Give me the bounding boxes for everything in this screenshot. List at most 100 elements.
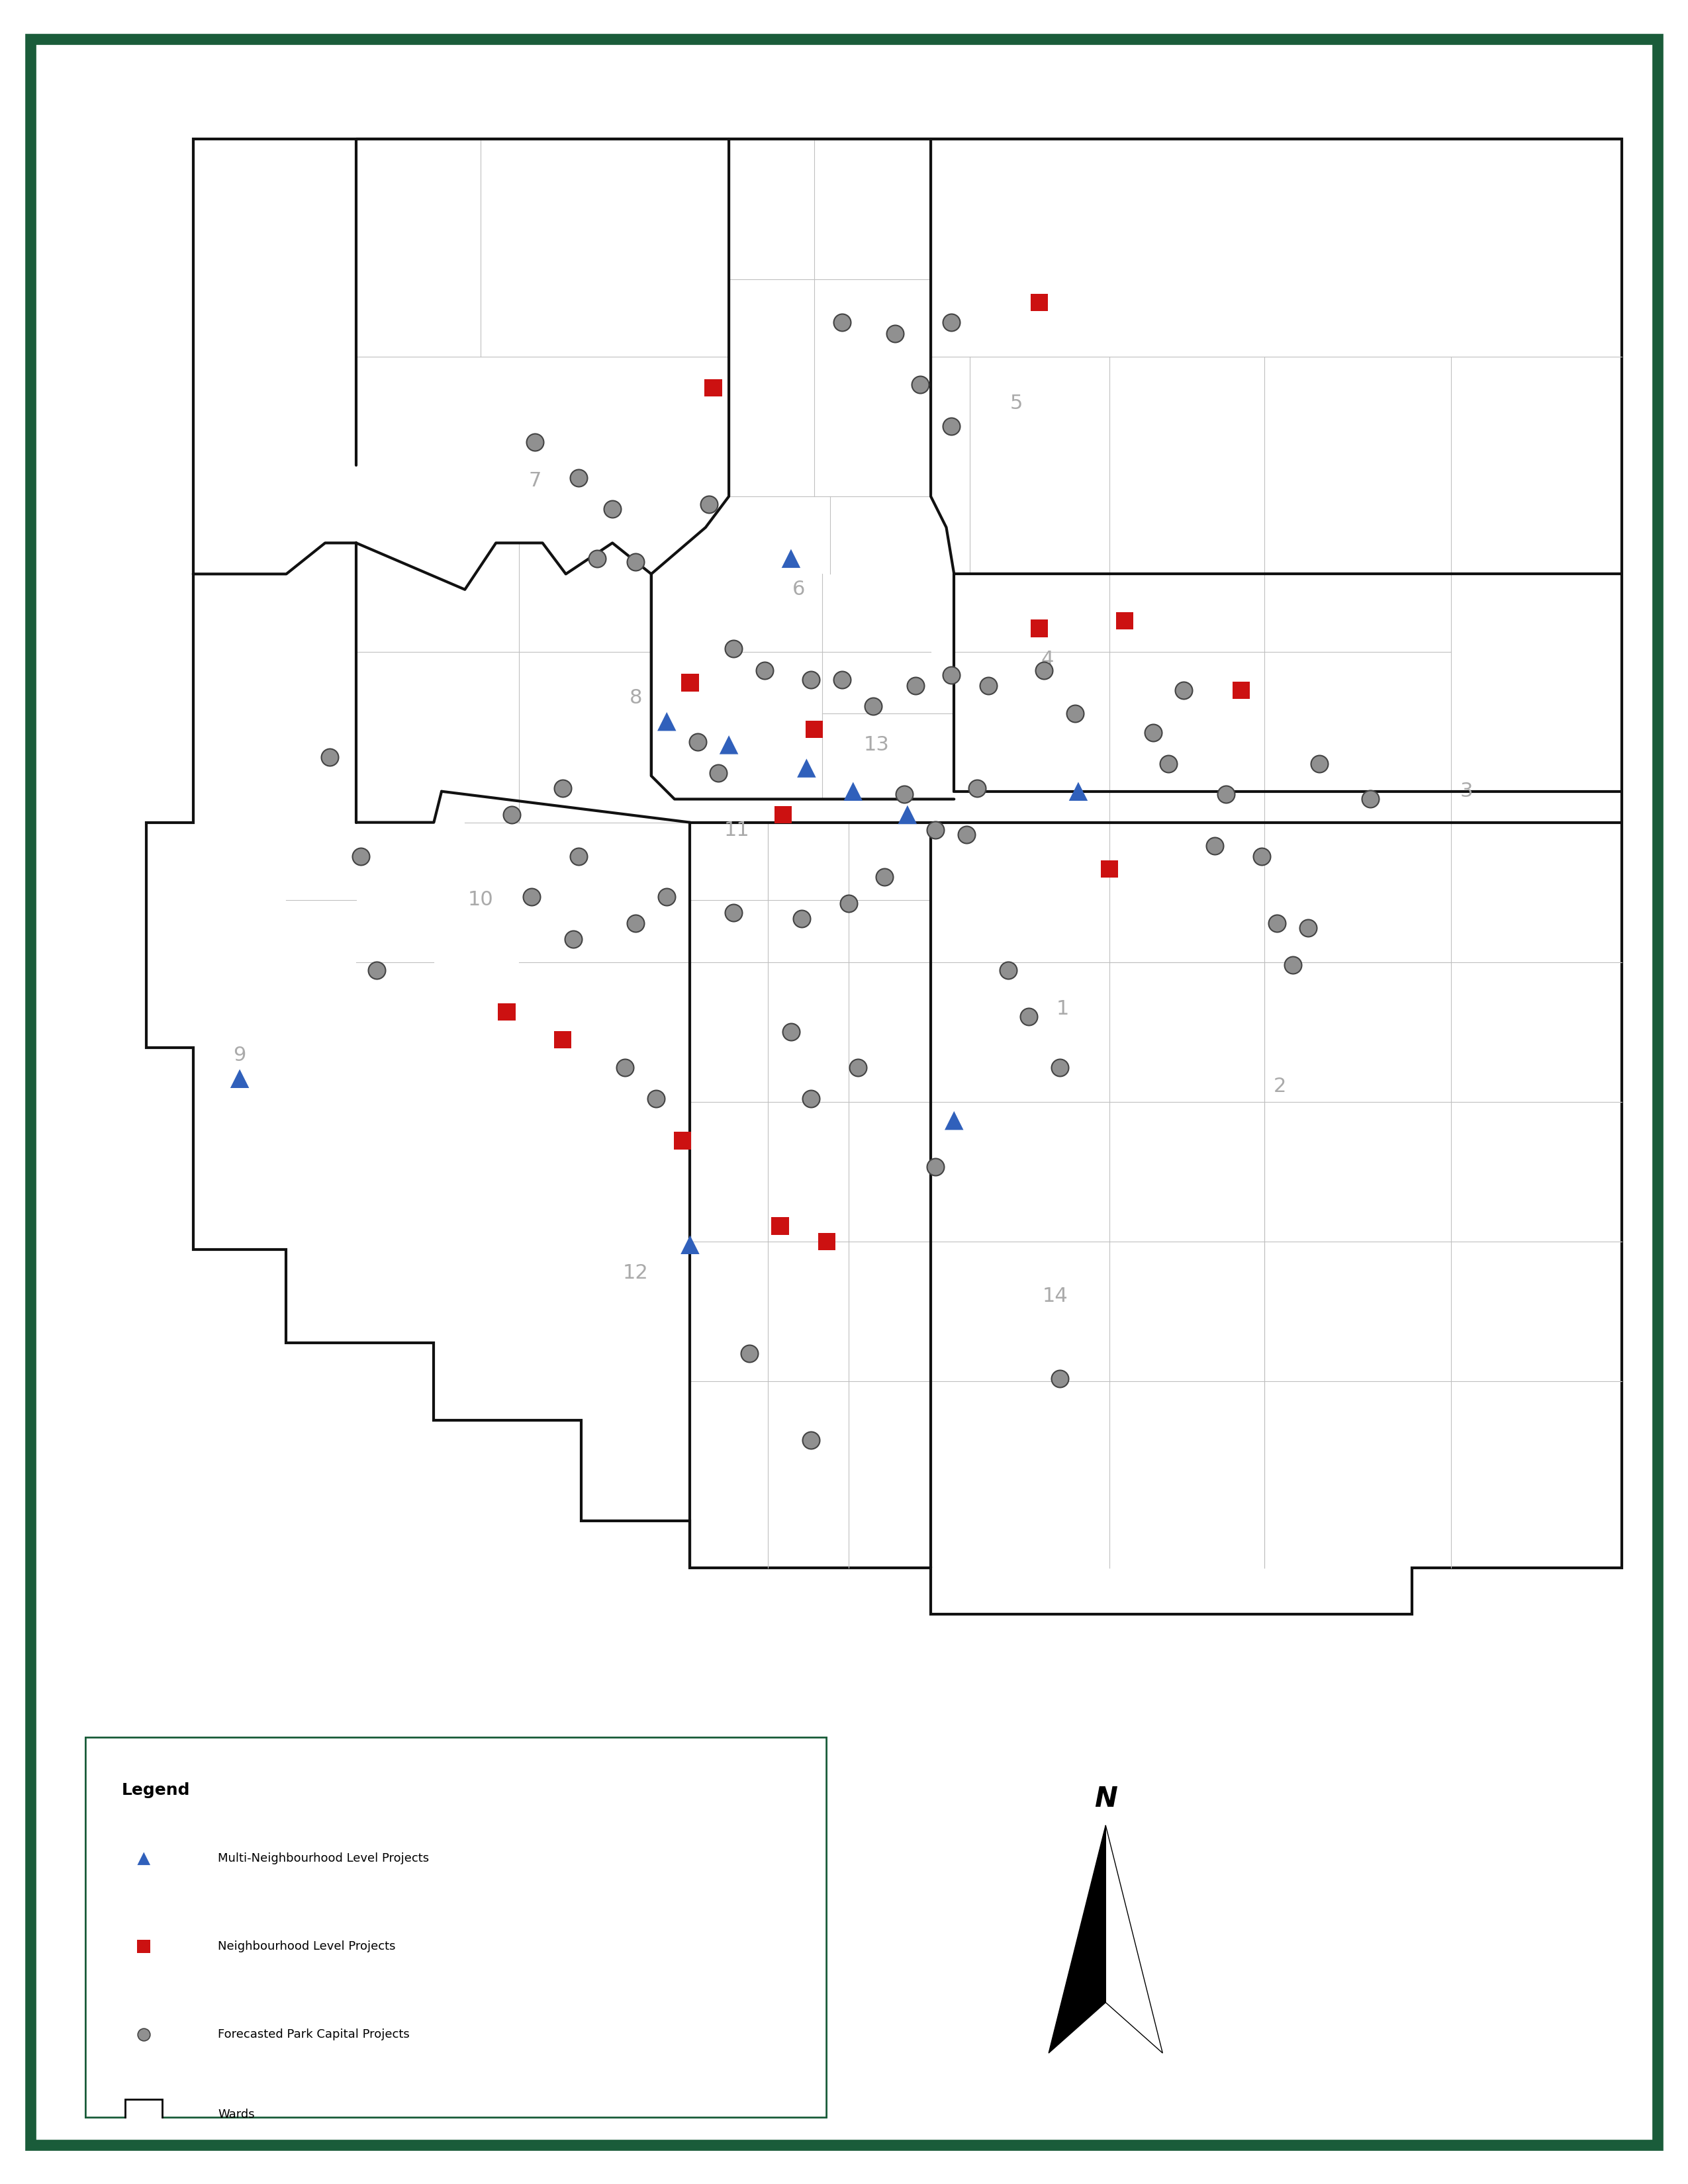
Point xyxy=(1155,747,1182,782)
Point xyxy=(668,1123,695,1158)
Text: 3: 3 xyxy=(1460,782,1474,802)
Point xyxy=(906,367,933,402)
Polygon shape xyxy=(1106,1826,1163,2053)
Point xyxy=(1202,828,1229,863)
Point xyxy=(859,688,886,723)
Bar xyxy=(125,2099,162,2129)
Point xyxy=(937,657,964,692)
Text: Multi-Neighbourhood Level Projects: Multi-Neighbourhood Level Projects xyxy=(218,1852,429,1865)
Point xyxy=(829,306,856,341)
Point xyxy=(964,771,991,806)
Point xyxy=(565,839,592,874)
Point xyxy=(704,756,731,791)
Point xyxy=(836,887,863,922)
Text: 6: 6 xyxy=(792,581,805,598)
Point xyxy=(611,1051,638,1085)
Text: 14: 14 xyxy=(1041,1286,1069,1306)
Point xyxy=(814,1225,841,1260)
Point xyxy=(493,994,520,1029)
Point xyxy=(937,306,964,341)
Point xyxy=(1227,673,1254,708)
Point xyxy=(940,1103,967,1138)
Point xyxy=(716,727,743,762)
Text: 5: 5 xyxy=(1009,393,1023,413)
Point xyxy=(130,2018,157,2053)
Point xyxy=(1026,284,1053,319)
Point xyxy=(584,542,611,577)
Point xyxy=(974,668,1001,703)
Point xyxy=(778,542,805,577)
Text: Forecasted Park Capital Projects: Forecasted Park Capital Projects xyxy=(218,2029,410,2040)
Point xyxy=(643,1081,670,1116)
Point xyxy=(751,653,778,688)
Polygon shape xyxy=(1048,1826,1106,2053)
Point xyxy=(549,1022,576,1057)
Point xyxy=(844,1051,871,1085)
Point xyxy=(623,544,650,579)
Point xyxy=(316,740,343,775)
Text: Neighbourhood Level Projects: Neighbourhood Level Projects xyxy=(218,1942,395,1952)
Point xyxy=(994,952,1021,987)
Text: Legend: Legend xyxy=(122,1782,191,1797)
Point xyxy=(348,839,375,874)
Point xyxy=(793,751,820,786)
Point xyxy=(498,797,525,832)
Point xyxy=(922,1149,949,1184)
Point xyxy=(736,1337,763,1372)
Point xyxy=(922,812,949,847)
Point xyxy=(549,771,576,806)
Text: N: N xyxy=(1094,1784,1117,1813)
Polygon shape xyxy=(147,140,1622,1614)
Text: 7: 7 xyxy=(528,472,542,491)
Point xyxy=(1062,697,1089,732)
Point xyxy=(901,668,928,703)
Point xyxy=(1264,906,1291,941)
Point xyxy=(623,906,650,941)
Text: 11: 11 xyxy=(724,821,749,841)
Point xyxy=(1096,852,1123,887)
Point xyxy=(1031,653,1058,688)
Point xyxy=(721,631,748,666)
Point xyxy=(560,922,587,957)
Point xyxy=(653,880,680,915)
Text: 9: 9 xyxy=(233,1046,246,1066)
Point xyxy=(798,662,825,697)
Point xyxy=(1047,1051,1074,1085)
Text: 2: 2 xyxy=(1274,1077,1286,1096)
Point xyxy=(130,1841,157,1876)
Point xyxy=(770,797,797,832)
Point xyxy=(954,817,981,852)
Point xyxy=(800,712,827,747)
Point xyxy=(1280,948,1307,983)
Point xyxy=(1212,778,1239,812)
Point xyxy=(1247,839,1274,874)
Point xyxy=(226,1061,253,1096)
Point xyxy=(1170,673,1197,708)
Point xyxy=(695,487,722,522)
Point xyxy=(881,317,908,352)
Point xyxy=(937,408,964,443)
Point xyxy=(565,461,592,496)
Point xyxy=(1065,773,1092,808)
Point xyxy=(798,1081,825,1116)
Point xyxy=(778,1016,805,1051)
Point xyxy=(788,902,815,937)
Point xyxy=(130,1928,157,1963)
Point xyxy=(895,797,922,832)
Point xyxy=(1295,911,1322,946)
Point xyxy=(721,895,748,930)
Text: 8: 8 xyxy=(630,688,641,708)
Point xyxy=(684,725,711,760)
Point xyxy=(871,858,898,893)
Point xyxy=(1026,612,1053,646)
Point xyxy=(701,371,728,406)
Point xyxy=(1111,603,1138,638)
Point xyxy=(677,1227,704,1262)
Point xyxy=(522,424,549,459)
Point xyxy=(599,491,626,526)
Point xyxy=(363,952,390,987)
Point xyxy=(1357,782,1384,817)
Point xyxy=(1014,998,1041,1033)
Text: Wards: Wards xyxy=(218,2110,255,2121)
Point xyxy=(677,666,704,701)
